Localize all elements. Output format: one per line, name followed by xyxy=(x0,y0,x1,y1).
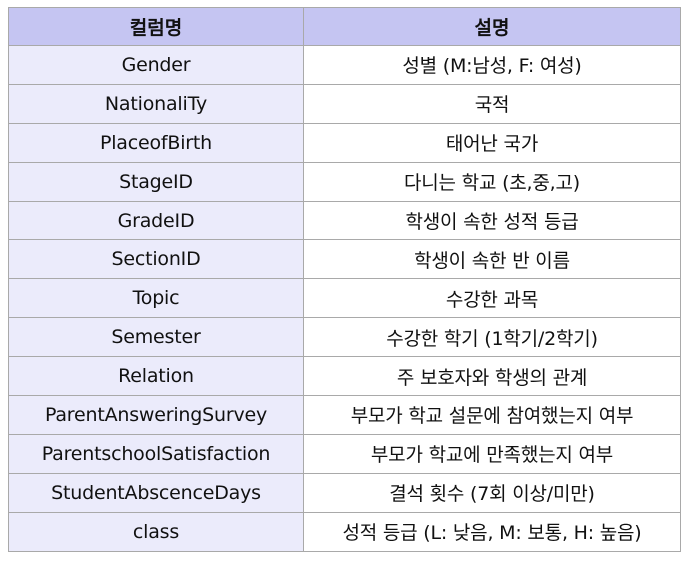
description-cell: 성적 등급 (L: 낮음, M: 보통, H: 높음) xyxy=(303,511,681,552)
column-name-cell: Semester xyxy=(8,317,304,358)
column-name-cell: SectionID xyxy=(8,239,304,280)
description-cell: 태어난 국가 xyxy=(303,122,681,163)
table-row: Relation 주 보호자와 학생의 관계 xyxy=(8,356,681,397)
table-row: PlaceofBirth 태어난 국가 xyxy=(8,122,681,163)
description-cell: 부모가 학교에 만족했는지 여부 xyxy=(303,433,681,474)
table-row: Semester 수강한 학기 (1학기/2학기) xyxy=(8,317,681,358)
description-cell: 수강한 과목 xyxy=(303,278,681,319)
table-row: Topic 수강한 과목 xyxy=(8,278,681,319)
column-name-cell: NationaliTy xyxy=(8,83,304,124)
column-name-cell: class xyxy=(8,511,304,552)
description-cell: 학생이 속한 성적 등급 xyxy=(303,200,681,241)
table-row: StageID 다니는 학교 (초,중,고) xyxy=(8,161,681,202)
column-name-cell: ParentschoolSatisfaction xyxy=(8,433,304,474)
column-name-cell: StageID xyxy=(8,161,304,202)
table-row: NationaliTy 국적 xyxy=(8,83,681,124)
column-name-cell: GradeID xyxy=(8,200,304,241)
table-row: ParentschoolSatisfaction 부모가 학교에 만족했는지 여… xyxy=(8,433,681,474)
header-description: 설명 xyxy=(303,7,681,46)
column-name-cell: Topic xyxy=(8,278,304,319)
header-column-name: 컬럼명 xyxy=(8,7,304,46)
table-row: class 성적 등급 (L: 낮음, M: 보통, H: 높음) xyxy=(8,511,681,552)
description-cell: 결석 횟수 (7회 이상/미만) xyxy=(303,472,681,513)
description-cell: 수강한 학기 (1학기/2학기) xyxy=(303,317,681,358)
column-description-table: 컬럼명 설명 Gender 성별 (M:남성, F: 여성) Nationali… xyxy=(8,7,681,552)
table-row: StudentAbscenceDays 결석 횟수 (7회 이상/미만) xyxy=(8,472,681,513)
column-name-cell: ParentAnsweringSurvey xyxy=(8,395,304,435)
column-name-cell: StudentAbscenceDays xyxy=(8,472,304,513)
table-row: SectionID 학생이 속한 반 이름 xyxy=(8,239,681,280)
description-cell: 부모가 학교 설문에 참여했는지 여부 xyxy=(303,395,681,435)
column-description-table-container: 컬럼명 설명 Gender 성별 (M:남성, F: 여성) Nationali… xyxy=(8,7,681,552)
column-name-cell: PlaceofBirth xyxy=(8,122,304,163)
description-cell: 학생이 속한 반 이름 xyxy=(303,239,681,280)
description-cell: 국적 xyxy=(303,83,681,124)
description-cell: 다니는 학교 (초,중,고) xyxy=(303,161,681,202)
column-name-cell: Gender xyxy=(8,45,304,85)
table-row: ParentAnsweringSurvey 부모가 학교 설문에 참여했는지 여… xyxy=(8,395,681,435)
table-body: Gender 성별 (M:남성, F: 여성) NationaliTy 국적 P… xyxy=(8,45,681,552)
description-cell: 주 보호자와 학생의 관계 xyxy=(303,356,681,397)
header-row: 컬럼명 설명 xyxy=(8,7,681,46)
table-row: GradeID 학생이 속한 성적 등급 xyxy=(8,200,681,241)
column-name-cell: Relation xyxy=(8,356,304,397)
description-cell: 성별 (M:남성, F: 여성) xyxy=(303,45,681,85)
table-row: Gender 성별 (M:남성, F: 여성) xyxy=(8,45,681,85)
table-header: 컬럼명 설명 xyxy=(8,7,681,46)
